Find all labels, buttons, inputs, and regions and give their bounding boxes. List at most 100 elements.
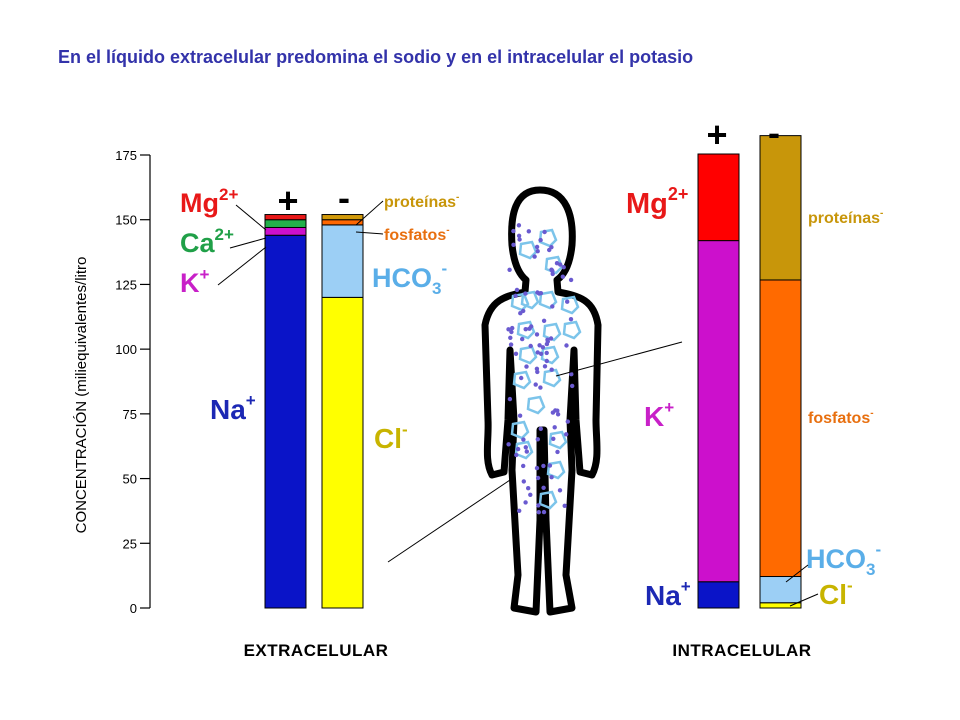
cell-icon	[548, 430, 568, 450]
cell-icon	[542, 322, 562, 342]
ion-dot-icon	[528, 343, 533, 349]
y-tick-label: 0	[130, 601, 137, 616]
leader-cl-intracellular	[789, 593, 819, 607]
ion-dot-icon	[535, 350, 540, 355]
y-tick-label: 100	[115, 342, 137, 357]
ion-dot-icon	[513, 293, 518, 298]
bar-segment-intracelular-k	[697, 240, 740, 583]
ion-label-na-extracellular: Na+	[210, 391, 256, 425]
ion-dot-icon	[565, 299, 570, 304]
ion-dot-icon	[547, 247, 552, 253]
bar-segment-extracelular-hco	[321, 224, 364, 298]
bar-segment-extracelular-k	[264, 226, 307, 236]
ion-dot-icon	[544, 350, 549, 356]
y-axis: 0 25 50 75 100 125 150 175 CONCENTRACIÓN (milieq…	[73, 148, 151, 616]
ion-dot-icon	[534, 366, 540, 371]
cell-icon	[544, 255, 564, 275]
ion-dot-icon	[568, 317, 574, 322]
bar-segment-intracelular-hco	[759, 576, 802, 604]
y-tick-label: 175	[115, 148, 137, 163]
ion-dot-icon	[510, 325, 515, 331]
ion-dot-icon	[541, 485, 546, 490]
ion-labels: + -+ -Mg2+Ca2+K+Na+proteínas-fosfatos-HCO3…	[180, 112, 883, 611]
minus-sign-intracellular: -	[768, 112, 780, 153]
y-tick-label: 25	[123, 536, 137, 551]
ion-dot-icon	[540, 345, 546, 350]
y-tick-label: 150	[115, 213, 137, 228]
y-tick-label: 75	[123, 407, 137, 422]
ion-dot-icon	[526, 486, 531, 491]
human-figure	[387, 186, 683, 616]
ion-dot-icon	[506, 327, 511, 332]
leader-mg-extracellular	[235, 204, 267, 231]
bar-segment-extracelular-cl	[321, 296, 364, 609]
ion-dot-icon	[538, 385, 543, 390]
ion-dot-icon	[533, 382, 538, 387]
ion-dot-icon	[508, 335, 513, 340]
ion-dot-icon	[517, 508, 522, 513]
ion-dot-icon	[550, 271, 555, 277]
leader-proteinas-extracellular	[355, 200, 384, 226]
ion-dot-icon	[549, 367, 554, 372]
ion-dot-icon	[564, 343, 569, 348]
ion-label-ca-extracellular: Ca2+	[180, 225, 234, 258]
ion-dot-icon	[534, 465, 540, 471]
ion-dot-icon	[555, 449, 560, 455]
ion-dot-icon	[513, 351, 519, 356]
y-tick-label: 125	[115, 277, 137, 292]
leader-fosfatos-extracellular	[355, 231, 384, 235]
ion-label-mg-intracellular: Mg2+	[626, 184, 688, 220]
ion-dot-icon	[514, 287, 520, 293]
cell-icon	[526, 395, 546, 415]
connector-intracellular	[555, 341, 683, 377]
ion-dot-icon	[535, 475, 541, 481]
cell-icon	[520, 290, 540, 310]
ion-dot-icon	[518, 311, 523, 316]
ion-dot-icon	[521, 463, 526, 469]
connector-extracellular	[387, 479, 511, 563]
bar-segment-extracelular-proteinas	[321, 214, 364, 221]
cell-icon	[540, 345, 560, 365]
ion-dot-icon	[517, 413, 523, 418]
cell-icon	[560, 295, 580, 315]
ion-dot-icon	[565, 419, 570, 424]
ion-dot-icon	[534, 244, 540, 250]
ion-dot-icon	[536, 291, 542, 296]
ion-dot-icon	[544, 358, 549, 364]
ion-label-proteinas-intracellular: proteínas-	[808, 208, 883, 227]
ion-dot-icon	[535, 437, 540, 442]
bars: EXTRACELULAR INTRACELULAR	[244, 135, 811, 660]
ion-dot-icon	[541, 318, 547, 323]
ion-dot-icon	[527, 326, 532, 331]
ion-dot-icon	[532, 254, 537, 259]
ion-dot-icon	[558, 262, 563, 267]
ion-dot-icon	[528, 492, 533, 497]
bar-segment-intracelular-na	[697, 581, 740, 609]
ion-dot-icon	[523, 500, 528, 505]
ion-dot-icon	[536, 503, 541, 508]
ion-dot-icon	[561, 265, 566, 270]
cell-icon	[538, 490, 558, 510]
ion-dot-icon	[562, 503, 567, 508]
ion-dot-icon	[542, 364, 548, 369]
ion-dot-icon	[538, 351, 544, 356]
ion-label-fosfatos-extracellular: fosfatos-	[384, 225, 450, 244]
ion-dot-icon	[541, 509, 547, 515]
ion-label-k-extracellular: K+	[180, 265, 210, 298]
ion-dot-icon	[547, 463, 553, 468]
ion-dot-icon	[570, 383, 575, 389]
ion-dot-icon	[521, 479, 526, 484]
ion-dot-icon	[524, 364, 529, 369]
ion-dot-icon	[520, 336, 525, 342]
ion-dot-icon	[508, 342, 514, 347]
ion-dot-icon	[555, 412, 561, 417]
category-label-intracelular: INTRACELULAR	[672, 641, 811, 660]
ion-dot-icon	[535, 249, 540, 254]
ion-dot-icon	[549, 267, 554, 272]
ion-label-hco3-intracellular: HCO3-	[806, 540, 881, 579]
plus-sign-extracellular: +	[277, 180, 298, 221]
cell-icon	[546, 460, 566, 480]
ion-dot-icon	[515, 446, 521, 452]
ion-label-fosfatos-intracellular: fosfatos-	[808, 408, 874, 427]
